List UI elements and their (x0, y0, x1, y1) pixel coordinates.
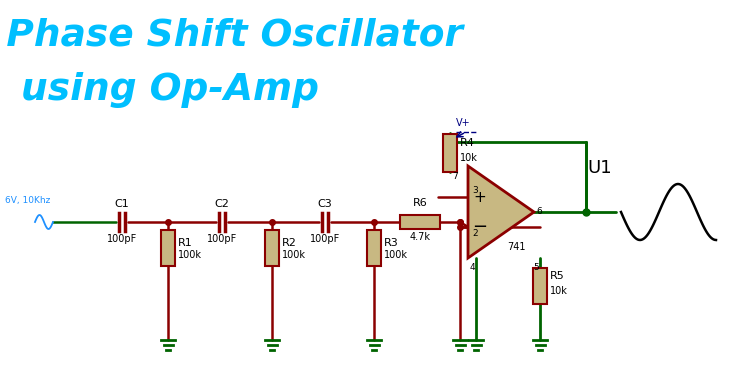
Text: 6: 6 (536, 207, 542, 216)
Bar (161, 230, 175, 266)
Text: C3: C3 (318, 199, 332, 209)
Text: using Op-Amp: using Op-Amp (21, 72, 319, 108)
Text: R1: R1 (178, 238, 193, 248)
Text: 4.7k: 4.7k (410, 232, 430, 242)
Text: R6: R6 (413, 198, 428, 208)
Text: 100pF: 100pF (106, 234, 137, 244)
Text: 5: 5 (533, 263, 538, 272)
Bar (367, 230, 381, 266)
Text: 7: 7 (452, 172, 458, 181)
Text: 100pF: 100pF (207, 234, 237, 244)
Text: R3: R3 (384, 238, 399, 248)
Bar (533, 268, 547, 304)
Text: 10k: 10k (550, 286, 568, 296)
Text: 100k: 100k (282, 250, 306, 260)
Text: 741: 741 (508, 242, 526, 252)
Text: 100pF: 100pF (310, 234, 340, 244)
Text: C1: C1 (115, 199, 129, 209)
Text: C2: C2 (214, 199, 230, 209)
Text: 100k: 100k (384, 250, 408, 260)
Text: 2: 2 (472, 229, 478, 238)
Text: 4: 4 (470, 263, 475, 272)
Text: R5: R5 (550, 271, 565, 281)
Bar (400, 215, 440, 229)
Polygon shape (468, 166, 534, 258)
Text: V+: V+ (456, 118, 471, 128)
Text: −: − (472, 218, 488, 236)
Text: 10k: 10k (460, 153, 478, 163)
Text: 3: 3 (472, 186, 478, 195)
Text: +: + (474, 190, 486, 204)
Text: RC Phase Shift Oscillator: RC Phase Shift Oscillator (0, 18, 463, 54)
Bar (443, 134, 457, 172)
Bar (265, 230, 279, 266)
Text: R4: R4 (460, 138, 475, 148)
Text: 100k: 100k (178, 250, 202, 260)
Text: R2: R2 (282, 238, 297, 248)
Text: U1: U1 (588, 159, 612, 177)
Text: 6V, 10Khz: 6V, 10Khz (5, 195, 50, 204)
